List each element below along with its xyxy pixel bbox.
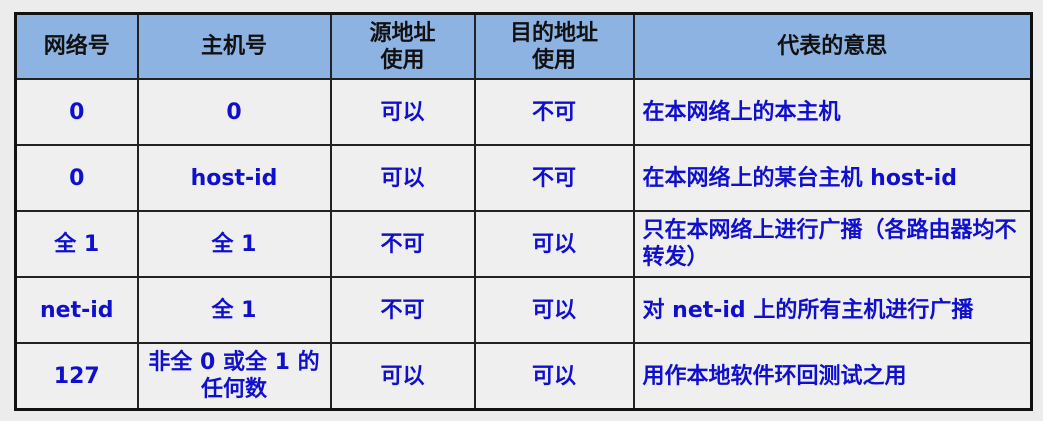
meaning-cell: 用作本地软件环回测试之用 (632, 342, 1033, 411)
source-use-cell: 不可 (329, 276, 476, 344)
dest-use-cell: 可以 (473, 210, 635, 278)
table-row: 127 非全 0 或全 1 的任何数 可以 可以 用作本地软件环回测试之用 (14, 342, 1033, 411)
meaning-cell: 在本网络上的本主机 (632, 78, 1033, 146)
table-row: 0 host-id 可以 不可 在本网络上的某台主机 host-id (14, 144, 1033, 212)
table-row: net-id 全 1 不可 可以对 net-id 上的所有主机进行广播 (14, 276, 1033, 344)
meaning-cell: 对 net-id 上的所有主机进行广播 (632, 276, 1033, 344)
network-id-cell: 0 (14, 144, 139, 212)
dest-use-cell: 可以 (473, 342, 635, 411)
host-id-cell: host-id (136, 144, 332, 212)
host-id-cell: 全 1 (136, 210, 332, 278)
network-id-cell: 全 1 (14, 210, 139, 278)
header-row: 网络号 主机号 源地址 使用 目的地址 使用 代表的意思 (14, 12, 1033, 80)
address-table: 网络号 主机号 源地址 使用 目的地址 使用 代表的意思 0 0 可以 不可 在本网络上… (14, 12, 1033, 411)
host-id-cell: 非全 0 或全 1 的任何数 (136, 342, 332, 411)
dest-use-cell: 可以 (473, 276, 635, 344)
header-source-use: 源地址 使用 (329, 12, 476, 80)
meaning-cell: 在本网络上的某台主机 host-id (632, 144, 1033, 212)
header-host-id: 主机号 (136, 12, 332, 80)
network-id-cell: 0 (14, 78, 139, 146)
dest-use-cell: 不可 (473, 144, 635, 212)
meaning-cell: 只在本网络上进行广播（各路由器均不转发） (632, 210, 1033, 278)
source-use-cell: 可以 (329, 144, 476, 212)
source-use-cell: 可以 (329, 78, 476, 146)
source-use-cell: 不可 (329, 210, 476, 278)
network-id-cell: net-id (14, 276, 139, 344)
header-meaning: 代表的意思 (632, 12, 1033, 80)
header-dest-use: 目的地址 使用 (473, 12, 635, 80)
header-network-id: 网络号 (14, 12, 139, 80)
host-id-cell: 0 (136, 78, 332, 146)
network-id-cell: 127 (14, 342, 139, 411)
source-use-cell: 可以 (329, 342, 476, 411)
table-row: 0 0 可以 不可 在本网络上的本主机 (14, 78, 1033, 146)
dest-use-cell: 不可 (473, 78, 635, 146)
host-id-cell: 全 1 (136, 276, 332, 344)
